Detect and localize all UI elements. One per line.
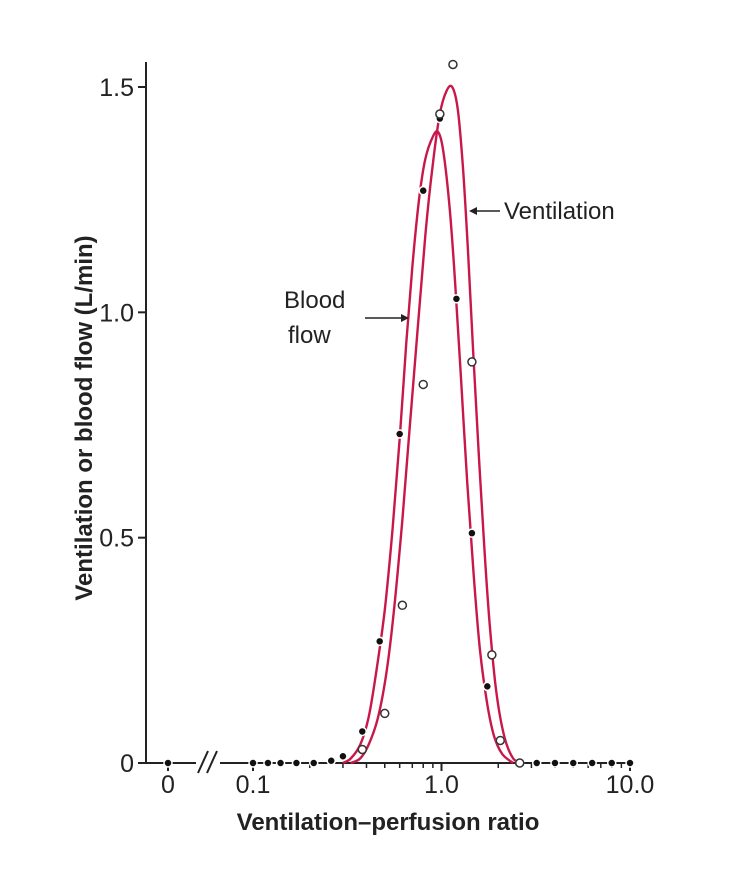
axis-break-mark [206, 750, 218, 774]
ventilation-point [487, 650, 497, 660]
y-tick-label: 1.0 [99, 299, 134, 327]
y-tick-label: 0.5 [99, 525, 134, 553]
ventilation-label: Ventilation [504, 198, 615, 225]
blood-flow-point [467, 528, 477, 538]
blood-flow-point [275, 758, 286, 768]
x-tick-label: 10.0 [606, 771, 655, 799]
blood-flow-point [263, 758, 273, 768]
blood-flow-point [568, 758, 579, 768]
blood-flow-point [338, 751, 348, 761]
ventilation-point [380, 708, 390, 719]
blood-flow-point [606, 758, 617, 768]
ventilation-point [514, 758, 525, 768]
ventilation-point [397, 600, 408, 611]
blood-flow-point [308, 758, 319, 768]
blood-flow-curve [342, 130, 514, 765]
blood-flow-point [394, 429, 405, 439]
x-tick-label: 0.1 [236, 771, 271, 799]
axis-break-mark [197, 750, 209, 774]
x-tick-label: 1.0 [424, 771, 459, 799]
ventilation-point [467, 357, 477, 367]
ventilation-point [495, 735, 506, 746]
blood-flow-point [550, 758, 560, 768]
blood-flow-point [326, 755, 336, 766]
x-axis-title: Ventilation–perfusion ratio [237, 809, 540, 836]
y-tick-label: 0 [120, 750, 134, 778]
blood-flow-point [291, 758, 302, 768]
blood-flow-point [451, 294, 462, 304]
y-tick-label: 1.5 [99, 74, 134, 102]
ventilation-arrowhead [469, 207, 477, 215]
blood-flow-point [531, 758, 542, 768]
ventilation-point [357, 744, 368, 755]
blood-flow-point [418, 185, 428, 196]
ventilation-point [448, 59, 458, 70]
blood-flow-point [248, 758, 258, 768]
blood-flow-point [587, 758, 597, 768]
y-axis-title: Ventilation or blood flow (L/min) [71, 235, 98, 600]
ventilation-curve [350, 84, 524, 765]
ventilation-point [435, 109, 445, 119]
blood-flow-point [482, 681, 493, 692]
blood-flow-point [374, 636, 385, 647]
blood-flow-arrowhead [401, 314, 409, 322]
blood-flow-label: flow [288, 322, 331, 349]
blood-flow-point [625, 758, 635, 768]
blood-flow-point [357, 726, 368, 737]
x-tick-label: 0 [161, 771, 175, 799]
ventilation-point [418, 379, 428, 390]
blood-flow-point [163, 758, 173, 768]
blood-flow-label: Blood [284, 287, 345, 314]
